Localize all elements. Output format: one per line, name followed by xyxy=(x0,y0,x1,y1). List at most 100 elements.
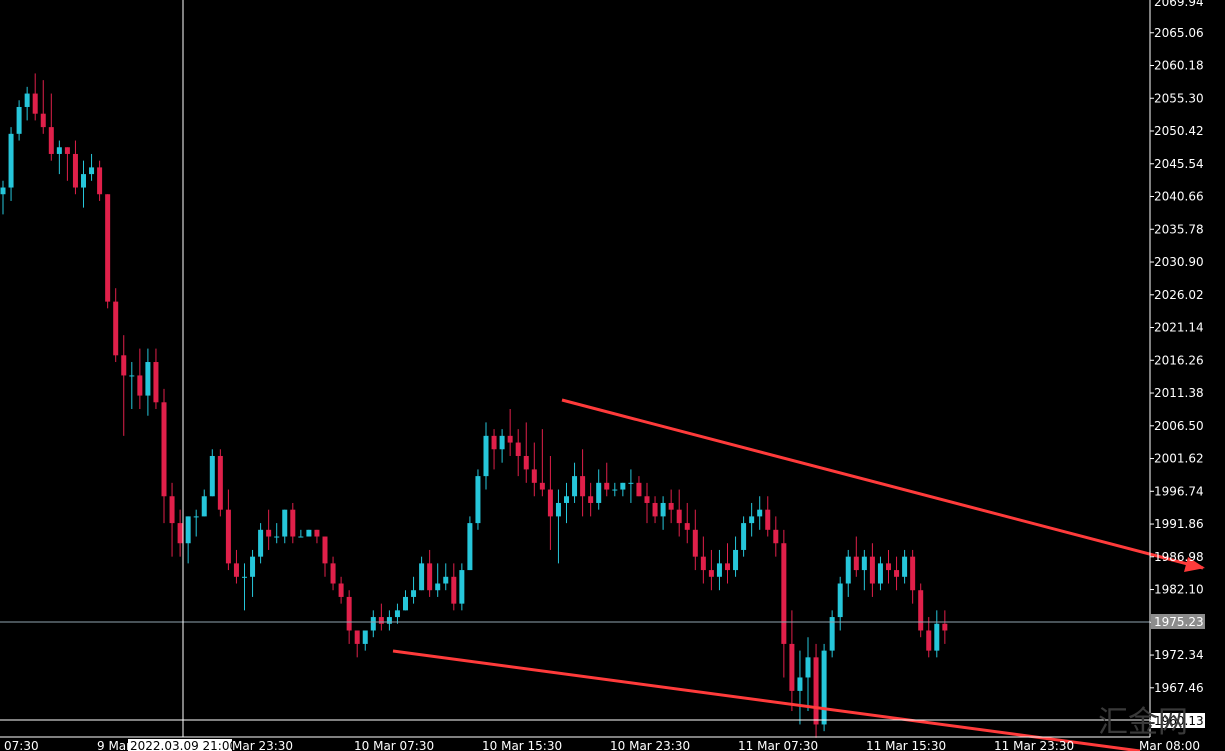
candle xyxy=(773,516,779,557)
price-tick-label: 1991.86 xyxy=(1154,517,1204,531)
candle xyxy=(113,288,119,363)
price-tick-label: 2006.50 xyxy=(1154,419,1204,433)
candle xyxy=(475,469,481,530)
candle xyxy=(97,160,103,201)
candle-body xyxy=(386,617,392,624)
candle-body xyxy=(105,194,111,302)
candle xyxy=(298,529,304,538)
candle-body xyxy=(56,147,62,154)
candle-body xyxy=(886,563,891,571)
candle-body xyxy=(411,590,417,597)
time-tick-label: 10 Mar 15:30 xyxy=(482,739,562,751)
candle xyxy=(572,462,578,503)
candle xyxy=(201,489,207,517)
candle-body xyxy=(491,435,497,450)
candle-body xyxy=(89,167,95,175)
candle-body xyxy=(362,630,368,644)
candle xyxy=(676,489,682,537)
candle xyxy=(72,140,78,195)
candle xyxy=(692,509,698,571)
crosshair-time-label-bg xyxy=(128,739,232,751)
candle xyxy=(306,529,312,537)
candle xyxy=(419,556,425,591)
candle xyxy=(370,610,376,638)
candle xyxy=(217,449,223,517)
candle xyxy=(282,509,288,544)
candle xyxy=(105,194,111,309)
candle-body xyxy=(861,556,867,571)
price-tick-label: 2026.02 xyxy=(1154,288,1204,302)
time-tick-label: 9 Mar xyxy=(97,739,131,751)
candle-body xyxy=(612,489,618,491)
candle-body xyxy=(137,375,143,396)
candle-body xyxy=(451,576,457,604)
watermark: 汇金网 xyxy=(1098,705,1188,740)
candle-body xyxy=(821,650,827,725)
candle-body xyxy=(926,630,932,651)
upper-trendline xyxy=(561,398,1204,570)
candle xyxy=(733,536,739,577)
candle-body xyxy=(531,469,537,483)
current-price-label: 1975.23 xyxy=(1154,615,1204,629)
candle-body xyxy=(314,529,320,537)
candle-body xyxy=(48,127,54,154)
candle xyxy=(604,462,610,497)
candle xyxy=(8,127,14,201)
candle-body xyxy=(918,590,924,631)
candle xyxy=(89,153,95,181)
candle-body xyxy=(741,523,747,550)
candle xyxy=(56,140,62,175)
candle-body xyxy=(169,496,175,524)
candle-body xyxy=(588,496,594,503)
candle-body xyxy=(620,482,626,490)
candle-body xyxy=(805,657,811,678)
candle xyxy=(0,180,6,215)
candle-body xyxy=(354,630,360,644)
candle xyxy=(564,482,569,524)
candle-body xyxy=(394,610,400,618)
candle xyxy=(386,610,392,631)
candle xyxy=(225,489,231,571)
candle-body xyxy=(72,153,78,188)
candle xyxy=(129,362,135,410)
candle xyxy=(716,549,722,591)
candle xyxy=(869,543,875,597)
candle-body xyxy=(145,362,151,396)
candle-body xyxy=(845,556,851,584)
candle-body xyxy=(660,502,666,517)
candle xyxy=(789,610,795,712)
candle xyxy=(81,160,86,208)
candle xyxy=(185,516,191,564)
candle xyxy=(193,509,199,537)
candle-body xyxy=(773,529,779,544)
candle-body xyxy=(403,596,408,611)
candle-body xyxy=(233,563,239,577)
candle-body xyxy=(910,556,916,591)
candle-body xyxy=(8,133,14,188)
price-tick-label: 1967.46 xyxy=(1154,681,1204,695)
candle xyxy=(845,549,851,597)
candle xyxy=(443,563,449,591)
candle-body xyxy=(837,583,843,618)
candle xyxy=(354,630,360,658)
candle xyxy=(725,543,730,584)
candle xyxy=(708,549,714,591)
candle xyxy=(668,489,674,524)
price-tick-label: 2016.26 xyxy=(1154,353,1204,367)
candle xyxy=(523,422,529,483)
price-tick-label: 1996.74 xyxy=(1154,484,1204,498)
candle xyxy=(894,556,900,591)
candle-body xyxy=(467,523,473,571)
candle xyxy=(435,563,441,597)
candle xyxy=(16,100,22,141)
candle xyxy=(209,449,215,497)
time-tick-label: 11 Mar 07:30 xyxy=(738,739,818,751)
price-tick-label: 2030.90 xyxy=(1154,255,1204,269)
candle-body xyxy=(539,482,545,490)
candle xyxy=(628,469,634,503)
candle xyxy=(40,80,46,134)
candle-body xyxy=(282,509,288,537)
candle xyxy=(918,583,924,638)
